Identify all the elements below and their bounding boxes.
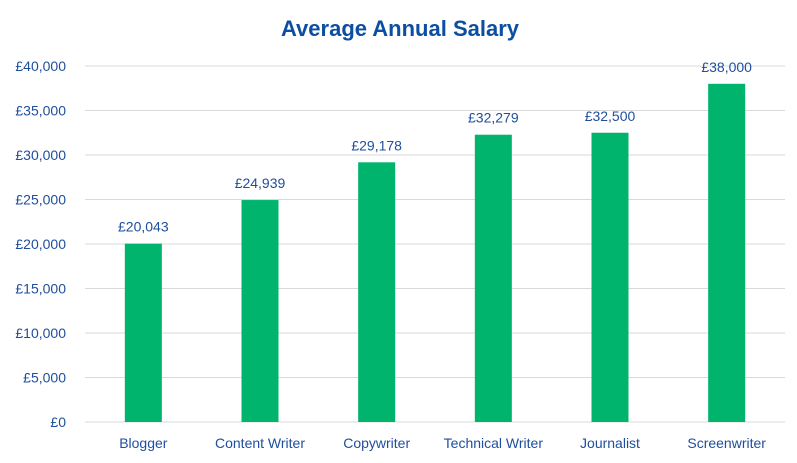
y-tick-label: £0 xyxy=(50,414,66,430)
bar xyxy=(474,134,512,422)
y-tick-label: £35,000 xyxy=(15,103,66,119)
data-label: £32,279 xyxy=(468,110,519,126)
x-tick-label: Copywriter xyxy=(343,435,410,451)
x-tick-label: Blogger xyxy=(119,435,168,451)
data-label: £38,000 xyxy=(701,59,752,75)
data-label: £24,939 xyxy=(235,175,286,191)
data-label: £20,043 xyxy=(118,219,169,235)
y-tick-label: £15,000 xyxy=(15,281,66,297)
bar xyxy=(708,83,746,423)
bar xyxy=(358,162,396,422)
bar xyxy=(591,132,629,422)
x-tick-label: Content Writer xyxy=(215,435,305,451)
y-tick-label: £40,000 xyxy=(15,58,66,74)
y-tick-label: £30,000 xyxy=(15,147,66,163)
bar xyxy=(241,200,279,422)
x-tick-label: Journalist xyxy=(580,435,640,451)
x-tick-label: Screenwriter xyxy=(687,435,766,451)
chart-title: Average Annual Salary xyxy=(281,16,520,41)
y-tick-label: £25,000 xyxy=(15,192,66,208)
data-label: £29,178 xyxy=(351,137,402,153)
data-label: £32,500 xyxy=(585,108,636,124)
bar xyxy=(124,243,162,422)
x-tick-label: Technical Writer xyxy=(444,435,544,451)
y-tick-label: £10,000 xyxy=(15,325,66,341)
y-tick-label: £5,000 xyxy=(23,370,66,386)
y-tick-label: £20,000 xyxy=(15,236,66,252)
